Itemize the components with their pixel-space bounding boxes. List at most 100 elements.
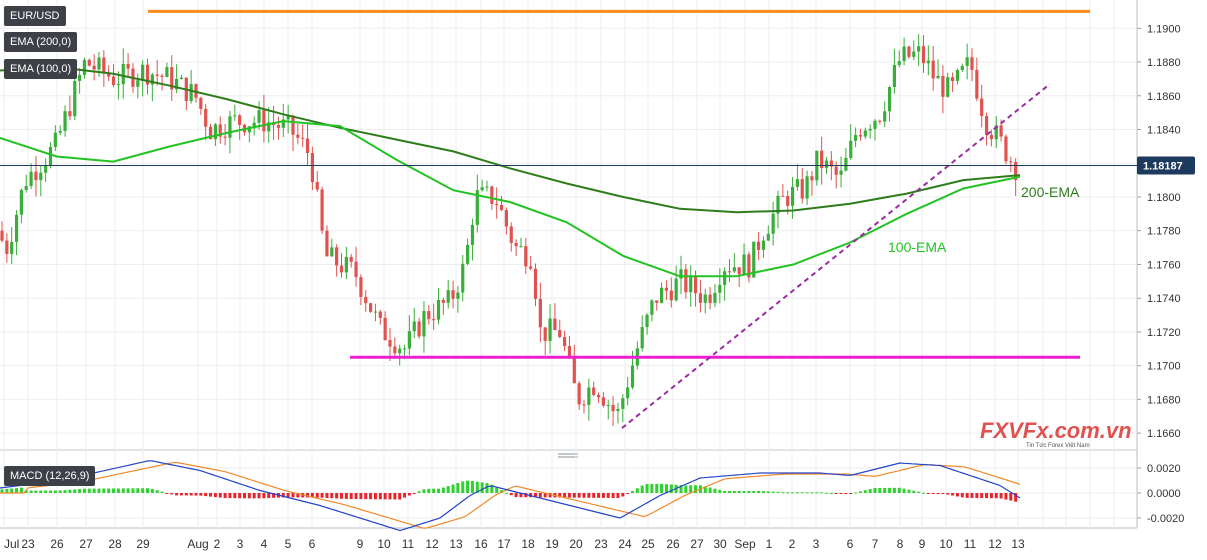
macd-histogram-bar <box>757 490 761 493</box>
macd-histogram-bar <box>315 493 319 498</box>
macd-histogram-bar <box>897 487 901 493</box>
macd-histogram-bar <box>102 488 106 493</box>
macd-histogram-bar <box>267 493 271 499</box>
candle-body <box>601 397 605 406</box>
macd-histogram-bar <box>611 493 615 498</box>
macd-line <box>0 460 1021 532</box>
candle-body <box>611 404 615 412</box>
macd-histogram-bar <box>810 492 814 494</box>
macd-histogram-bar <box>247 493 251 499</box>
candle-body <box>587 387 591 405</box>
candle-body <box>621 398 625 409</box>
macd-histogram-bar <box>713 488 717 493</box>
macd-histogram-bar <box>281 493 285 498</box>
candle-body <box>936 75 940 79</box>
macd-histogram-bar <box>844 493 848 494</box>
candle-body <box>281 119 285 128</box>
x-tick-label: 26 <box>50 537 64 551</box>
candle-body <box>339 265 344 273</box>
macd-histogram-bar <box>892 487 896 493</box>
macd-histogram-bar <box>223 493 227 499</box>
macd-histogram-bar <box>825 492 828 494</box>
ema200-line <box>0 66 1021 214</box>
macd-histogram-bar <box>1004 493 1008 500</box>
macd-histogram-bar <box>24 490 28 493</box>
candle-body <box>199 97 203 109</box>
candle-body <box>58 130 62 133</box>
candle-body <box>82 59 87 75</box>
x-tick-label: 23 <box>21 537 35 551</box>
candle-body <box>490 186 494 204</box>
candle-body <box>145 64 150 85</box>
macd-histogram-bar <box>941 493 945 494</box>
macd-histogram-bar <box>534 493 537 498</box>
macd-histogram-bar <box>936 493 940 494</box>
candle-body <box>684 269 688 293</box>
candle-body <box>752 241 756 278</box>
candle-body <box>97 57 101 70</box>
x-tick-label: 6 <box>309 537 316 551</box>
candle-body <box>989 134 993 140</box>
candle-body <box>170 67 174 90</box>
x-tick-label: 3 <box>237 537 244 551</box>
candle-body <box>723 271 727 285</box>
macd-histogram-bar <box>87 488 91 493</box>
candle-body <box>994 125 998 140</box>
macd-histogram-bar <box>907 489 911 493</box>
macd-histogram-bar <box>931 493 935 494</box>
macd-histogram-bar <box>509 493 513 496</box>
candle-body <box>921 46 926 64</box>
macd-histogram-bar <box>199 493 203 496</box>
macd-histogram-bar <box>238 493 242 499</box>
macd-histogram-bar <box>815 492 819 494</box>
candle-body <box>19 189 23 215</box>
candle-body <box>761 240 766 250</box>
candle-body <box>276 125 281 128</box>
candle-body <box>975 69 979 99</box>
ema100-annotation: 100-EMA <box>888 239 947 255</box>
macd-histogram-bar <box>640 485 644 493</box>
ema100-legend-label[interactable]: EMA (100,0) <box>4 59 78 79</box>
candle-body <box>543 327 547 341</box>
x-tick-label: 30 <box>713 537 727 551</box>
symbol-label[interactable]: EUR/USD <box>4 6 66 26</box>
macd-histogram-bar <box>456 483 460 493</box>
candle-body <box>5 240 9 255</box>
macd-histogram-bar <box>68 489 72 493</box>
candle-body <box>63 111 67 131</box>
macd-histogram-bar <box>883 487 887 493</box>
macd-histogram-bar <box>878 487 882 493</box>
trendline <box>621 83 1051 429</box>
macd-histogram-bar <box>781 492 785 494</box>
candle-body <box>781 195 785 197</box>
ema200-legend-label[interactable]: EMA (200,0) <box>4 32 78 52</box>
candle-body <box>630 365 635 388</box>
candle-body <box>776 195 780 214</box>
macd-histogram-bar <box>116 488 120 493</box>
macd-histogram-bar <box>407 493 411 496</box>
macd-histogram-bar <box>572 493 576 498</box>
macd-histogram-bar <box>703 486 707 493</box>
macd-histogram-bar <box>184 493 188 496</box>
x-tick-label: 29 <box>136 537 150 551</box>
candle-body <box>592 387 596 395</box>
candle-body <box>111 76 116 86</box>
candle-body <box>946 77 950 97</box>
candle-body <box>34 171 38 181</box>
macd-histogram-bar <box>985 493 989 499</box>
macd-histogram-bar <box>747 490 751 493</box>
macd-histogram-bar <box>582 493 586 498</box>
candle-body <box>965 57 969 66</box>
macd-histogram-bar <box>165 493 169 494</box>
x-tick-label: 27 <box>690 537 704 551</box>
candle-body <box>504 210 508 227</box>
macd-histogram-bar <box>538 493 542 498</box>
candle-body <box>955 70 960 81</box>
candle-body <box>742 254 746 275</box>
x-tick-label: 27 <box>79 537 93 551</box>
candle-body <box>902 46 906 62</box>
macd-histogram-bar <box>776 491 780 493</box>
macd-legend-label[interactable]: MACD (12,26,9) <box>4 466 96 486</box>
macd-histogram-bar <box>97 488 101 493</box>
candle-body <box>126 63 130 69</box>
